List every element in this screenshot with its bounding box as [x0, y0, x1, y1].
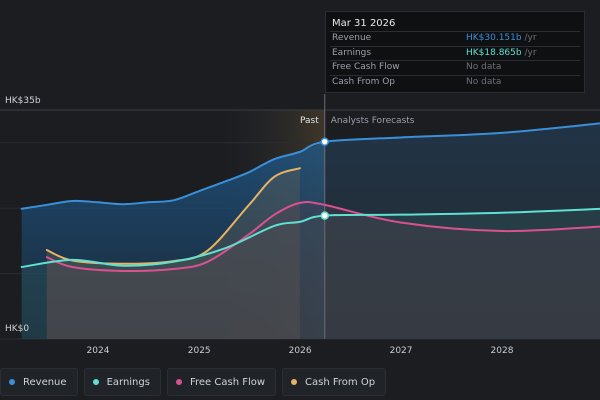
- legend-label: Free Cash Flow: [189, 376, 266, 388]
- tooltip-value: No data: [466, 62, 502, 72]
- legend-dot-icon: [92, 379, 99, 385]
- tooltip-date: Mar 31 2026: [332, 18, 396, 29]
- tooltip-row-earnings: Earnings HK$18.865b /yr: [330, 45, 580, 61]
- tooltip-value-suffix: /yr: [521, 33, 537, 43]
- legend-dot-icon: [291, 379, 298, 385]
- tooltip-value-suffix: /yr: [521, 47, 537, 58]
- legend-label: Revenue: [23, 376, 67, 388]
- tooltip-label: Revenue: [332, 33, 372, 43]
- forecast-label: Analysts Forecasts: [331, 116, 415, 126]
- y-axis-bottom-label: HK$0: [5, 324, 30, 334]
- tooltip-value-number: HK$18.865b: [466, 47, 522, 58]
- legend-label: Cash From Op: [305, 376, 376, 388]
- legend-item-cash-from-op[interactable]: Cash From Op: [282, 368, 387, 396]
- legend-dot-icon: [175, 379, 182, 385]
- x-tick-label: 2028: [491, 346, 514, 356]
- chart-legend: Revenue Earnings Free Cash Flow Cash Fro…: [0, 368, 387, 396]
- hover-tooltip: Mar 31 2026 Revenue HK$30.151b /yr Earni…: [325, 11, 585, 93]
- tooltip-row-cash-from-op: Cash From Op No data: [330, 74, 580, 90]
- free-cash-flow-line: [45, 200, 600, 273]
- cash-from-op-area: [46, 168, 300, 339]
- earnings-area: [21, 208, 600, 339]
- earnings-line: [20, 207, 600, 269]
- legend-label: Earnings: [106, 376, 150, 388]
- tooltip-value: HK$18.865b /yr: [466, 47, 537, 61]
- tooltip-row-revenue: Revenue HK$30.151b /yr: [330, 31, 580, 46]
- legend-item-earnings[interactable]: Earnings: [83, 368, 161, 396]
- tooltip-label: Earnings: [332, 47, 372, 58]
- tooltip-label: Cash From Op: [332, 76, 396, 87]
- earnings-marker: [320, 211, 329, 220]
- x-tick-label: 2025: [188, 346, 211, 356]
- free-cash-flow-area: [46, 201, 600, 339]
- legend-item-revenue[interactable]: Revenue: [0, 368, 78, 396]
- tooltip-value: No data: [466, 76, 502, 87]
- past-label: Past: [300, 116, 319, 126]
- y-axis-top-label: HK$35b: [5, 96, 41, 106]
- revenue-line: [20, 122, 600, 210]
- legend-dot-icon: [9, 379, 15, 385]
- x-tick-label: 2024: [87, 346, 110, 356]
- revenue-marker: [320, 137, 329, 146]
- revenue-area-forecast: [324, 123, 600, 339]
- tooltip-value-number: HK$30.151b: [466, 33, 522, 43]
- x-tick-label: 2027: [390, 346, 413, 356]
- legend-item-free-cash-flow[interactable]: Free Cash Flow: [166, 368, 277, 396]
- tooltip-value: HK$30.151b /yr: [466, 32, 537, 46]
- tooltip-row-free-cash-flow: Free Cash Flow No data: [330, 60, 580, 75]
- revenue-area-past: [21, 141, 325, 339]
- tooltip-label: Free Cash Flow: [332, 62, 400, 72]
- x-tick-label: 2026: [289, 346, 312, 356]
